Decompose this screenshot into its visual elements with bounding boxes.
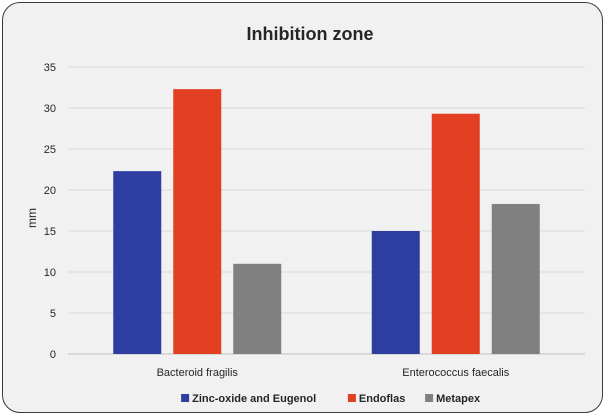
y-tick-label: 15 [44,226,56,238]
y-axis-label: mm [25,208,39,228]
legend-swatch [347,394,356,402]
legend: Zinc-oxide and Eugenol Endoflas Metapex [181,393,481,405]
x-category-label: Bacteroid fragilis [157,367,239,379]
legend-swatch [425,394,434,402]
bar [173,89,222,354]
x-category-label: Enterococcus faecalis [402,367,509,379]
bars [113,89,540,355]
bar [113,171,162,354]
bar [233,263,282,354]
legend-label: Metapex [436,393,481,405]
bar [491,203,540,354]
x-axis-categories: Bacteroid fragilis Enterococcus faecalis [157,367,510,379]
y-axis-ticks: 0 5 10 15 20 25 30 35 [44,62,56,361]
bar [431,113,480,355]
legend-label: Endoflas [359,393,405,405]
legend-label: Zinc-oxide and Eugenol [192,393,316,405]
y-tick-label: 25 [44,144,56,156]
y-tick-label: 0 [50,349,56,361]
y-tick-label: 35 [44,62,56,74]
y-tick-label: 30 [44,103,56,115]
legend-swatch [181,394,190,402]
y-tick-label: 5 [50,308,56,320]
chart-title: Inhibition zone [247,24,374,44]
bar [371,231,420,354]
y-tick-label: 20 [44,185,56,197]
y-tick-label: 10 [44,267,56,279]
